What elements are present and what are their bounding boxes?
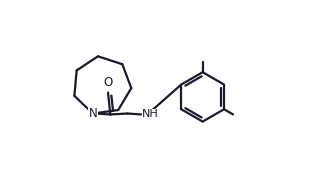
- Text: N: N: [88, 107, 97, 120]
- Text: O: O: [104, 76, 113, 89]
- Text: NH: NH: [142, 109, 159, 120]
